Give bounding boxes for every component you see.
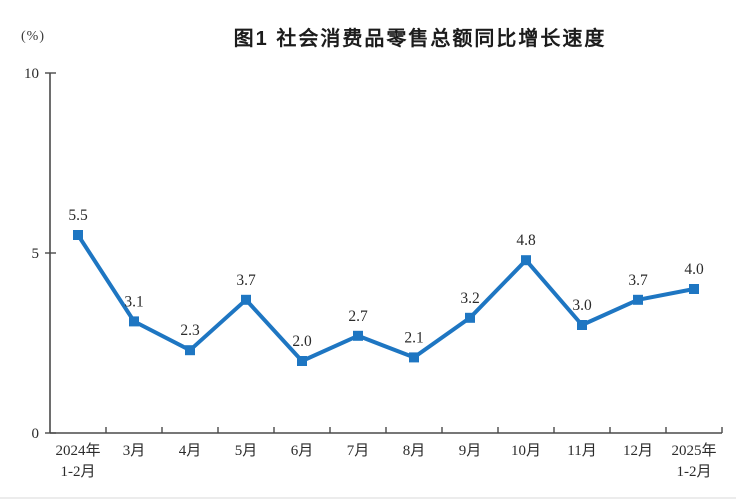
- y-axis-tick-label: 10: [24, 66, 39, 82]
- data-point-label: 3.2: [460, 290, 479, 307]
- x-axis-tick-label: 9月: [459, 443, 482, 459]
- x-axis-tick-label: 6月: [291, 443, 314, 459]
- x-axis-tick-label: 5月: [235, 443, 258, 459]
- data-point-marker: [409, 352, 419, 363]
- x-axis-tick-label: 10月: [511, 443, 541, 459]
- data-point-label: 2.3: [180, 322, 200, 339]
- x-axis-tick-label: 4月: [179, 443, 202, 459]
- x-axis-tick-label: 2024年 1-2月: [55, 442, 100, 480]
- x-axis-tick-label: 11月: [567, 443, 596, 459]
- x-axis-tick-label: 2025年 1-2月: [671, 442, 716, 480]
- data-series-line: [76, 233, 696, 363]
- data-point-label: 3.0: [572, 297, 592, 314]
- data-point-label: 2.1: [404, 329, 423, 346]
- data-point-label: 3.7: [628, 272, 648, 289]
- x-axis-tick-label: 8月: [403, 443, 426, 459]
- bottom-divider: [0, 497, 736, 499]
- y-axis-tick-label: 0: [32, 426, 40, 442]
- data-point-marker: [465, 312, 475, 323]
- data-point-label: 5.5: [68, 207, 88, 224]
- data-point-label: 4.8: [516, 232, 536, 249]
- data-point-marker: [633, 294, 643, 305]
- y-axis-unit-label: (%): [21, 29, 45, 44]
- data-point-label: 3.7: [236, 272, 256, 289]
- data-point-marker: [521, 255, 531, 266]
- data-point-marker: [577, 320, 587, 330]
- chart-title: 图1 社会消费品零售总额同比增长速度: [233, 28, 607, 50]
- data-point-label: 3.1: [124, 293, 143, 310]
- x-axis-tick-label: 7月: [347, 443, 370, 459]
- data-point-marker: [353, 330, 363, 341]
- y-axis-tick-label: 5: [32, 246, 40, 262]
- data-point-label: 2.0: [292, 333, 312, 350]
- data-point-marker: [297, 356, 307, 366]
- x-axis-tick-label: 3月: [123, 443, 146, 459]
- data-point-label: 4.0: [684, 261, 704, 278]
- data-point-marker: [129, 316, 139, 327]
- data-point-marker: [185, 345, 195, 356]
- data-point-marker: [73, 230, 83, 240]
- data-point-marker: [241, 294, 251, 305]
- data-point-marker: [689, 284, 699, 294]
- data-point-label: 2.7: [348, 308, 368, 325]
- x-axis-tick-label: 12月: [623, 443, 653, 459]
